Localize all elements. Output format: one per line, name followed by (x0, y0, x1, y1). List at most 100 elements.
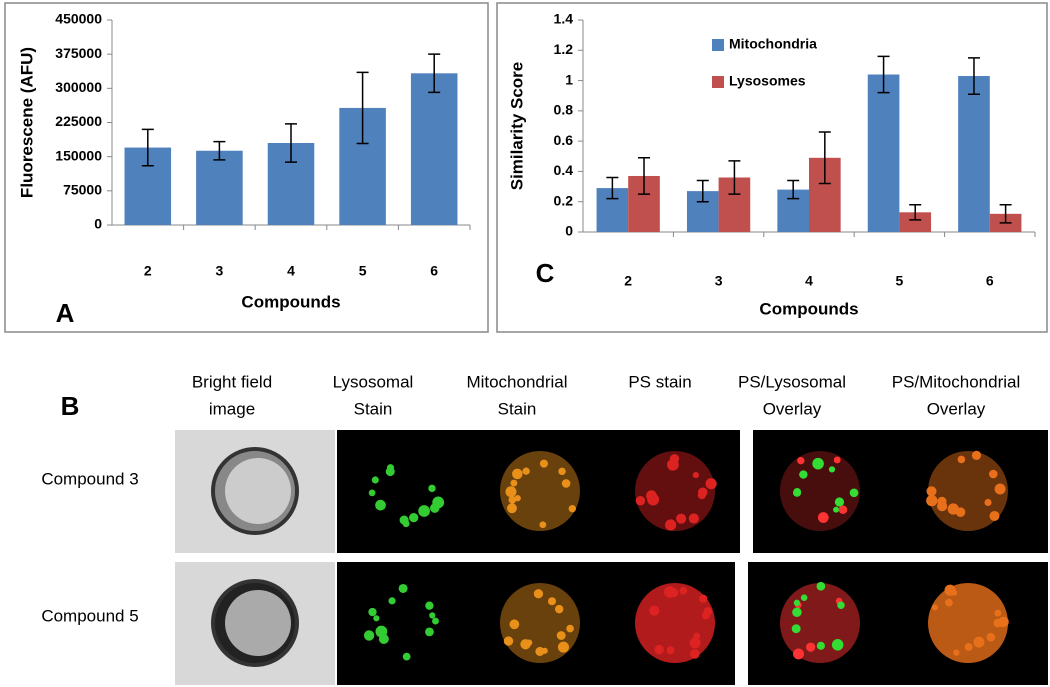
y-tick-label: 1.2 (554, 41, 574, 57)
spot (838, 505, 848, 515)
spot (692, 472, 699, 479)
y-tick-label: 300000 (55, 79, 102, 95)
y-tick-label: 1.4 (554, 11, 574, 27)
spot (508, 496, 517, 504)
spot (697, 487, 708, 497)
spot (378, 634, 389, 644)
bar (958, 76, 990, 233)
spot (429, 612, 436, 619)
x-tick-label: 2 (624, 273, 632, 289)
spot (428, 484, 436, 493)
y-tick-label: 450000 (55, 11, 102, 27)
spot (699, 594, 708, 603)
spot (539, 521, 547, 529)
spot (398, 583, 408, 593)
column-header: Mitochondrial (466, 372, 567, 391)
spot (635, 495, 646, 506)
error-bar (728, 160, 741, 195)
x-axis-title: Compounds (759, 299, 858, 318)
spot (432, 496, 445, 509)
spot (837, 601, 845, 609)
spot (541, 647, 548, 654)
x-tick-label: 6 (986, 273, 994, 289)
spot (989, 469, 998, 479)
spot (425, 601, 434, 610)
x-tick-label: 5 (359, 263, 367, 279)
spot (984, 498, 992, 507)
spot (522, 467, 530, 475)
spot (926, 486, 937, 497)
error-bar (638, 157, 651, 195)
error-bar (285, 123, 297, 163)
error-bar (428, 53, 441, 94)
cell-body (225, 458, 291, 524)
panel-label: C (536, 258, 555, 288)
spot (994, 609, 1002, 617)
spot (945, 598, 953, 607)
spot (368, 607, 377, 617)
column-header: Bright field (192, 372, 272, 391)
spot (568, 504, 577, 513)
spot (507, 503, 517, 514)
x-tick-label: 5 (896, 273, 904, 289)
spot (792, 607, 802, 618)
error-bar (877, 55, 890, 94)
column-header: PS stain (628, 372, 691, 391)
y-axis-title: Fluorescene (AFU) (17, 47, 36, 198)
spot (666, 646, 675, 655)
spot (509, 619, 520, 630)
column-header: PS/Mitochondrial (892, 372, 1021, 391)
spot (833, 506, 840, 513)
spot (512, 468, 523, 480)
y-tick-label: 375000 (55, 45, 102, 61)
spot (547, 597, 557, 606)
spot (646, 490, 657, 502)
bar (899, 212, 932, 232)
spot (667, 458, 679, 471)
spot (388, 597, 396, 605)
spot (409, 512, 419, 523)
panel-c-frame (496, 2, 1048, 333)
spot (561, 479, 571, 488)
x-tick-label: 4 (287, 263, 295, 279)
spot (797, 456, 805, 465)
spot (812, 457, 824, 470)
spot (806, 642, 816, 652)
spot (817, 512, 829, 523)
cell (635, 451, 715, 531)
column-header: Stain (498, 399, 537, 418)
spot (793, 648, 804, 660)
spot (834, 497, 845, 507)
error-bar (141, 128, 154, 167)
spot (926, 495, 938, 507)
error-bar (787, 179, 800, 200)
error-bar (356, 71, 369, 145)
spot (557, 641, 570, 653)
row-label: Compound 3 (41, 469, 138, 488)
spot (556, 631, 566, 640)
spot (931, 604, 938, 611)
x-tick-label: 3 (216, 263, 224, 279)
error-bar (818, 131, 831, 185)
spot (937, 501, 948, 512)
bar (867, 74, 900, 232)
spot (955, 507, 966, 517)
spot (973, 636, 985, 648)
y-tick-label: 0 (94, 216, 102, 232)
error-bar (696, 179, 709, 203)
spot (368, 489, 376, 497)
cell-body (225, 590, 291, 656)
spot (371, 476, 379, 484)
spot (849, 488, 859, 498)
spot (953, 649, 960, 656)
x-axis-title: Compounds (241, 292, 340, 311)
x-tick-label: 3 (715, 273, 723, 289)
spot (558, 467, 566, 476)
spot (800, 594, 808, 601)
panel-a-frame (4, 2, 489, 333)
error-bar (909, 203, 922, 221)
spot (649, 605, 660, 616)
y-tick-label: 1 (565, 71, 573, 87)
spot (831, 639, 844, 651)
